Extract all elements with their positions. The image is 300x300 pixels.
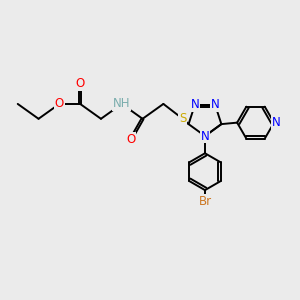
Text: N: N <box>190 98 199 111</box>
Text: N: N <box>201 130 209 142</box>
Text: O: O <box>126 133 135 146</box>
Text: NH: NH <box>113 98 130 110</box>
Text: O: O <box>76 76 85 90</box>
Text: N: N <box>272 116 281 129</box>
Text: N: N <box>211 98 220 111</box>
Text: S: S <box>179 112 186 125</box>
Text: O: O <box>55 98 64 110</box>
Text: Br: Br <box>198 195 212 208</box>
